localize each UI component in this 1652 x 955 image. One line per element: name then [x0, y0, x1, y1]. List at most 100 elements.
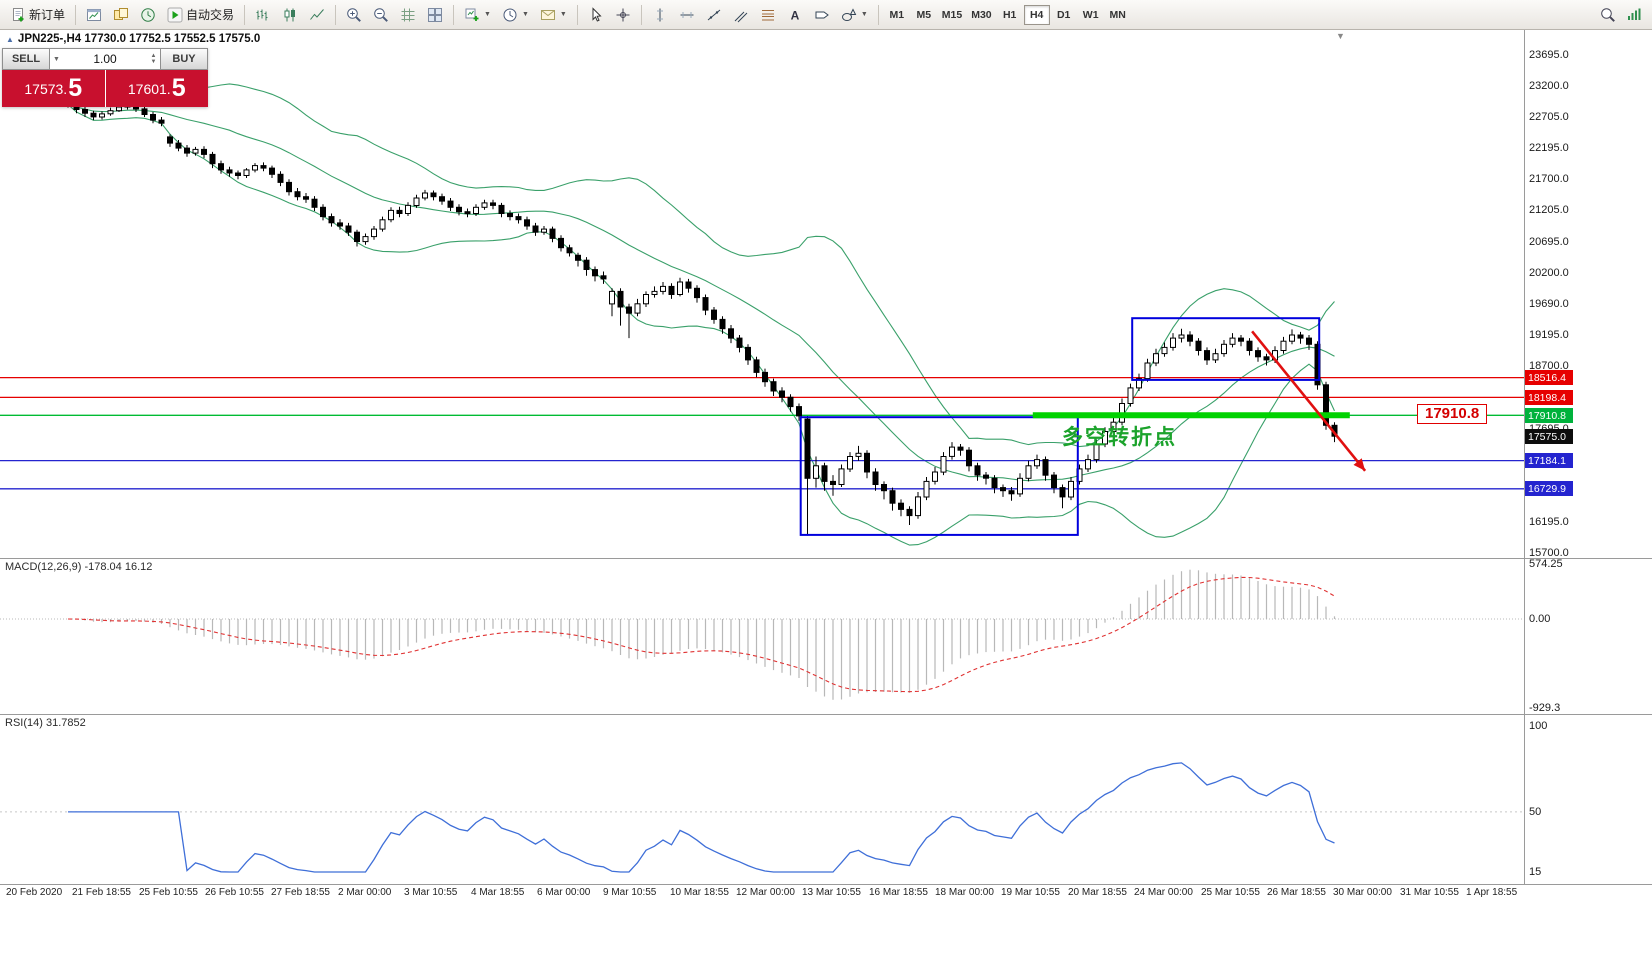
- level-tag-17184: 17184.1: [1525, 453, 1573, 468]
- trendline-icon: [706, 7, 722, 23]
- timeframe-H4[interactable]: H4: [1023, 4, 1050, 25]
- volume-input[interactable]: [63, 52, 147, 66]
- crosshair-icon: [615, 7, 631, 23]
- level-tag-18516: 18516.4: [1525, 370, 1573, 385]
- volume-stepper: ▼ ▲▼: [50, 48, 160, 70]
- text-tool[interactable]: A: [782, 3, 808, 27]
- rsi-pane[interactable]: [0, 714, 1524, 884]
- doc-plus-icon: [10, 7, 26, 23]
- price-callout-label[interactable]: 17910.8: [1417, 404, 1488, 424]
- rectangle-object[interactable]: [799, 416, 1079, 536]
- time-axis-label: 2 Mar 00:00: [338, 887, 392, 898]
- rectangle-object[interactable]: [1131, 317, 1321, 381]
- timeframe-M5[interactable]: M5: [916, 8, 932, 21]
- collapse-panel-icon[interactable]: ▲: [6, 34, 14, 44]
- auto-arrange[interactable]: [395, 3, 421, 27]
- svg-text:A: A: [791, 8, 800, 22]
- time-axis-label: 4 Mar 18:55: [471, 887, 525, 898]
- buy-price-big: 5: [171, 74, 186, 102]
- turning-point-annotation[interactable]: 多空转折点: [1062, 426, 1177, 449]
- cursor-tool[interactable]: [583, 3, 609, 27]
- periods-menu[interactable]: ▼: [497, 3, 534, 27]
- chevron-down-icon: ▼: [484, 11, 491, 18]
- timeframe-H1[interactable]: H1: [1002, 8, 1017, 21]
- sell-price-small: 17573.: [24, 80, 68, 97]
- price-axis-label: 16195.0: [1529, 516, 1569, 528]
- pane-divider[interactable]: [0, 558, 1652, 559]
- sell-price[interactable]: 17573. 5: [2, 70, 106, 107]
- candles-icon: [282, 7, 298, 23]
- fibonacci-icon: [760, 7, 776, 23]
- volume-spin-buttons[interactable]: ▲ ▼: [147, 53, 160, 65]
- market-watch[interactable]: [135, 3, 161, 27]
- spin-up-icon[interactable]: ▲: [150, 53, 157, 59]
- price-axis-label: 23200.0: [1529, 80, 1569, 92]
- timeframe-M1[interactable]: M1: [889, 8, 905, 21]
- pane-divider: [0, 884, 1652, 885]
- time-axis-label: 26 Feb 10:55: [205, 887, 264, 898]
- price-axis-label: 22705.0: [1529, 111, 1569, 123]
- trendline-tool[interactable]: [701, 3, 727, 27]
- time-axis-label: 18 Mar 00:00: [935, 887, 994, 898]
- zoom-in[interactable]: [341, 3, 367, 27]
- line-chart-mode[interactable]: [304, 3, 330, 27]
- fibonacci-tool[interactable]: [755, 3, 781, 27]
- vertical-line-tool[interactable]: [647, 3, 673, 27]
- time-axis-label: 12 Mar 00:00: [736, 887, 795, 898]
- chart-shift-marker[interactable]: ▼: [1336, 31, 1345, 41]
- pane-divider[interactable]: [0, 714, 1652, 715]
- spin-down-icon[interactable]: ▼: [150, 59, 157, 65]
- channel-icon: [733, 7, 749, 23]
- time-axis-label: 27 Feb 18:55: [271, 887, 330, 898]
- time-axis-label: 1 Apr 18:55: [1466, 887, 1518, 898]
- label-tool[interactable]: [809, 3, 835, 27]
- quotes-signal[interactable]: [1621, 3, 1647, 27]
- new-order[interactable]: 新订单: [5, 3, 70, 27]
- macd-label: MACD(12,26,9) -178.04 16.12: [5, 561, 153, 573]
- timeframe-M30[interactable]: M30: [971, 8, 992, 21]
- price-axis-label: 18700.0: [1529, 360, 1569, 372]
- timeframe-D1[interactable]: D1: [1056, 8, 1071, 21]
- zoom-out[interactable]: [368, 3, 394, 27]
- search[interactable]: [1595, 3, 1621, 27]
- buy-price[interactable]: 17601. 5: [105, 70, 208, 107]
- channel-tool[interactable]: [728, 3, 754, 27]
- charts-toggle[interactable]: [81, 3, 107, 27]
- toolbar-separator: [335, 4, 337, 25]
- candles: [65, 98, 1338, 536]
- add-indicator[interactable]: ▼: [459, 3, 496, 27]
- price-axis-label: 15700.0: [1529, 547, 1569, 559]
- level-tag-18198: 18198.4: [1525, 390, 1573, 405]
- time-axis-label: 20 Mar 18:55: [1068, 887, 1127, 898]
- trend-arrow-object[interactable]: [1251, 330, 1367, 472]
- price-axis-label: 19690.0: [1529, 298, 1569, 310]
- timeframe-W1[interactable]: W1: [1082, 8, 1099, 21]
- crosshair-tool[interactable]: [610, 3, 636, 27]
- timeframe-M15[interactable]: M15: [941, 8, 963, 21]
- shapes-tool[interactable]: ▼: [836, 3, 873, 27]
- timeframe-MN[interactable]: MN: [1109, 8, 1126, 21]
- bar-chart-mode[interactable]: [250, 3, 276, 27]
- new-chart-icon: [464, 7, 480, 23]
- hline-icon: [679, 7, 695, 23]
- candle-chart-mode[interactable]: [277, 3, 303, 27]
- time-axis-label: 31 Mar 10:55: [1400, 887, 1459, 898]
- rsi-scale-label: 15: [1529, 866, 1542, 878]
- buy-button[interactable]: BUY: [160, 48, 208, 70]
- volume-dropdown-icon[interactable]: ▼: [53, 55, 60, 63]
- profiles[interactable]: [108, 3, 134, 27]
- time-axis-label: 25 Mar 10:55: [1201, 887, 1260, 898]
- horizontal-line-tool[interactable]: [674, 3, 700, 27]
- autotrading[interactable]: 自动交易: [162, 3, 239, 27]
- price-axis-label: 21205.0: [1529, 204, 1569, 216]
- sell-price-big: 5: [68, 74, 83, 102]
- chevron-down-icon: ▼: [559, 11, 567, 18]
- tile-windows[interactable]: [422, 3, 448, 27]
- time-axis[interactable]: 20 Feb 2020 21 Feb 18:55 25 Feb 10:55 26 Fe…: [0, 884, 1652, 902]
- templates-menu[interactable]: ▼: [535, 3, 572, 27]
- chevron-down-icon: ▼: [521, 11, 529, 18]
- sell-button[interactable]: SELL: [2, 48, 50, 70]
- price-chart[interactable]: [0, 30, 1524, 558]
- macd-pane[interactable]: [0, 558, 1524, 714]
